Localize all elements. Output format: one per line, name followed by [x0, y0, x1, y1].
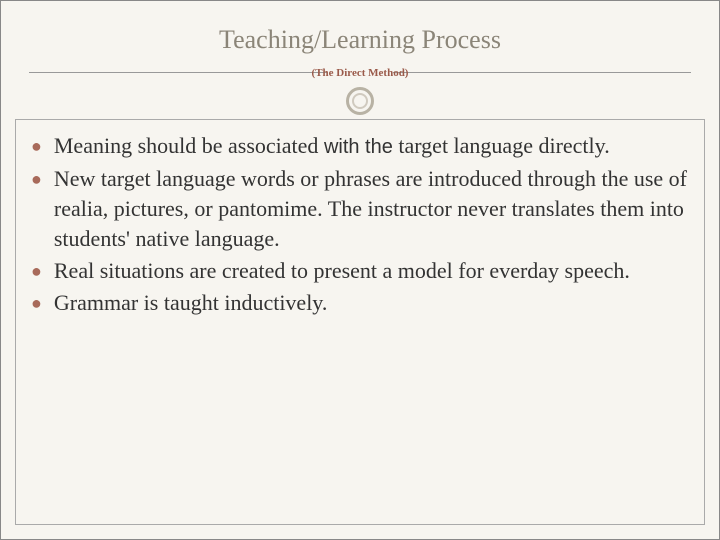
bullet-icon: ● [31, 131, 42, 161]
bullet-text: Meaning should be associated with the ta… [54, 131, 610, 162]
list-item: ● New target language words or phrases a… [31, 164, 689, 254]
text-span: target language directly. [393, 133, 610, 158]
list-item: ● Meaning should be associated with the … [31, 131, 689, 162]
divider-right [393, 72, 691, 73]
content-area: ● Meaning should be associated with the … [29, 131, 691, 318]
bullet-text: New target language words or phrases are… [54, 164, 689, 254]
list-item: ● Real situations are created to present… [31, 256, 689, 286]
circle-ornament-icon [346, 87, 374, 115]
slide-title: Teaching/Learning Process [29, 25, 691, 55]
bullet-icon: ● [31, 164, 42, 194]
divider-left [29, 72, 327, 73]
bullet-icon: ● [31, 288, 42, 318]
bullet-text: Grammar is taught inductively. [54, 288, 328, 318]
bullet-icon: ● [31, 256, 42, 286]
list-item: ● Grammar is taught inductively. [31, 288, 689, 318]
slide-container: Teaching/Learning Process (The Direct Me… [0, 0, 720, 540]
bullet-text: Real situations are created to present a… [54, 256, 630, 286]
text-span: Meaning should be associated [54, 133, 324, 158]
subtitle-row: (The Direct Method) [29, 63, 691, 81]
slide-subtitle: (The Direct Method) [312, 67, 409, 79]
text-span-alt: with the [324, 136, 393, 158]
